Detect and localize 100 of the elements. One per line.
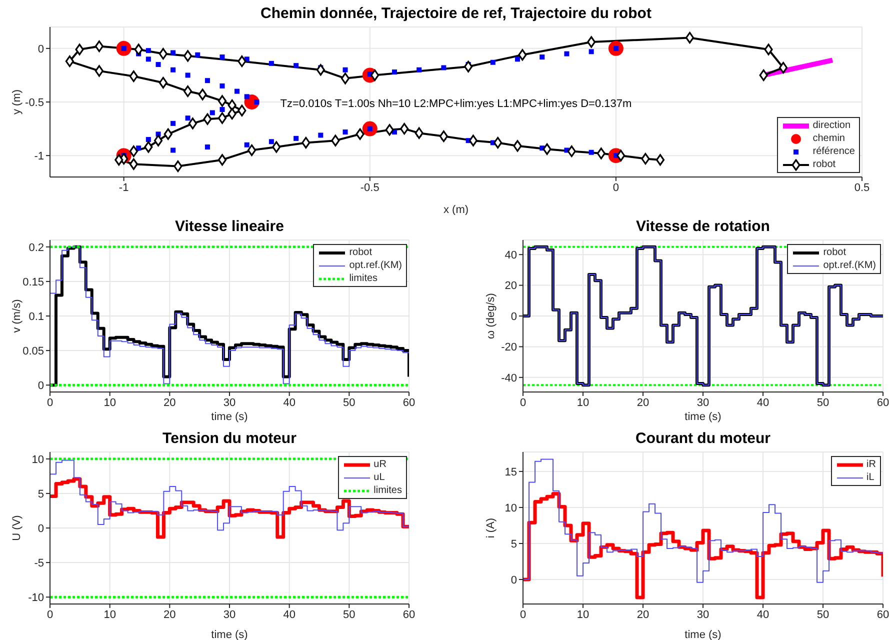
x-tick-label: 30 <box>223 608 236 621</box>
y-tick-label: 0.1 <box>28 310 44 323</box>
point <box>129 145 138 158</box>
point <box>513 140 522 152</box>
point <box>170 67 176 72</box>
y-tick-label: -10 <box>28 592 44 604</box>
point <box>400 122 409 135</box>
x-tick-label: 0.5 <box>854 182 870 194</box>
point <box>254 100 260 104</box>
point <box>340 72 350 84</box>
y-tick-label: 0.15 <box>22 276 44 288</box>
point <box>342 67 348 72</box>
point <box>778 62 788 74</box>
chart-title: Tension du moteur <box>162 430 298 447</box>
point <box>468 134 478 146</box>
point <box>94 65 104 77</box>
chart-title: Vitesse lineaire <box>174 218 285 235</box>
legend-label: robot <box>349 246 372 259</box>
point <box>218 154 227 166</box>
x-tick-label: 60 <box>876 608 889 621</box>
point <box>154 134 163 146</box>
point <box>685 32 694 44</box>
point <box>370 69 380 82</box>
legend-label: limites <box>349 272 378 285</box>
y-tick-label: 0.2 <box>28 242 44 254</box>
y-axis-title: U (V) <box>10 515 23 541</box>
point <box>268 60 274 66</box>
point <box>220 83 225 88</box>
x-axis-title: time (s) <box>211 411 248 423</box>
y-tick-label: 40 <box>504 249 517 262</box>
point <box>515 56 520 62</box>
point <box>218 95 227 107</box>
point <box>318 132 324 138</box>
y-tick-label: 0 <box>510 310 517 323</box>
point <box>564 51 570 56</box>
y-tick-label: 0 <box>510 574 517 586</box>
point <box>94 40 104 52</box>
x-axis-title: time (s) <box>684 411 722 423</box>
x-tick-label: 20 <box>164 396 176 409</box>
point <box>228 108 236 120</box>
point <box>185 72 190 78</box>
x-axis-title: time (s) <box>684 629 722 640</box>
y-tick-label: 0 <box>38 522 44 535</box>
chart-title: Vitesse de rotation <box>635 218 771 235</box>
point <box>244 94 250 100</box>
point <box>542 143 552 155</box>
y-tick-label: 0 <box>38 380 44 392</box>
x-axis-title: time (s) <box>211 629 248 640</box>
x-tick-label: 0 <box>520 396 526 409</box>
point <box>210 110 215 116</box>
point <box>185 116 190 121</box>
point <box>316 64 325 76</box>
point <box>158 48 168 60</box>
point <box>170 50 176 56</box>
point <box>204 78 210 84</box>
point <box>596 148 606 160</box>
point <box>494 136 502 149</box>
legend-label: iR <box>866 458 876 471</box>
x-tick-label: 50 <box>816 608 830 621</box>
point <box>518 49 527 61</box>
point <box>156 62 161 67</box>
point <box>65 55 74 68</box>
point <box>385 124 394 136</box>
point <box>588 150 594 155</box>
y-tick-label: -1 <box>34 150 44 162</box>
x-tick-label: -0.5 <box>360 182 380 194</box>
point <box>759 69 768 82</box>
y-tick-label: -5 <box>34 557 44 570</box>
point <box>204 144 210 150</box>
point <box>490 60 496 65</box>
y-tick-label: 0 <box>38 43 44 56</box>
point <box>294 136 299 141</box>
x-tick-label: 50 <box>816 396 830 409</box>
legend-label: limites <box>374 484 402 497</box>
x-tick-label: 0 <box>46 396 54 409</box>
point <box>174 160 182 172</box>
x-tick-label: 10 <box>576 608 590 621</box>
point <box>268 139 274 144</box>
point <box>244 142 250 148</box>
x-tick-label: 0 <box>612 182 619 194</box>
point <box>331 134 340 146</box>
y-tick-label: 0.05 <box>22 345 44 358</box>
x-tick-label: 0 <box>46 608 54 621</box>
point <box>414 127 424 139</box>
y-tick-label: 10 <box>32 454 44 466</box>
point <box>656 154 665 166</box>
legend-label: chemin <box>812 132 845 145</box>
y-tick-label: -40 <box>501 372 517 384</box>
x-axis-title: x (m) <box>443 204 469 216</box>
point <box>540 54 545 60</box>
point <box>170 148 176 153</box>
x-tick-label: 20 <box>164 608 176 621</box>
x-tick-label: 30 <box>223 396 236 409</box>
point <box>764 44 773 56</box>
chart-title: Courant du moteur <box>634 430 772 447</box>
point <box>158 76 168 89</box>
point <box>416 67 422 72</box>
y-axis-title: v (m/s) <box>10 299 23 333</box>
point <box>129 70 138 82</box>
point <box>220 107 225 112</box>
